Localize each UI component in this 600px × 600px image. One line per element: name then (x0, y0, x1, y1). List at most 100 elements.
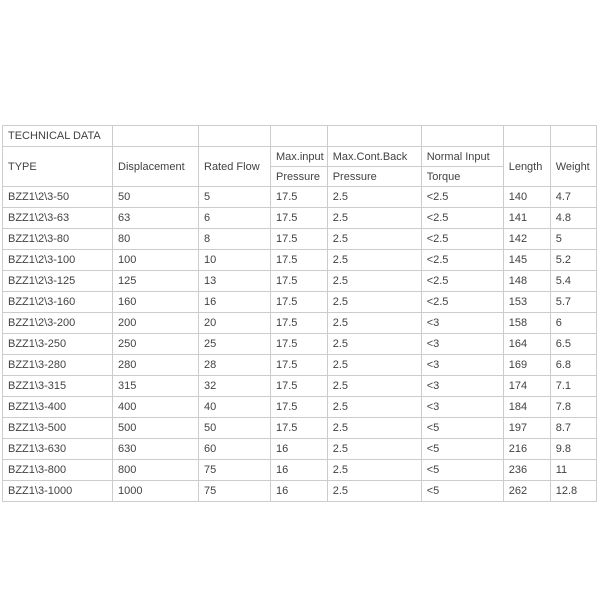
table-cell: BZZ1\2\3-50 (2, 186, 113, 208)
table-cell: BZZ1\2\3-125 (2, 270, 113, 292)
table-cell: 17.5 (270, 417, 328, 439)
table-cell: 25 (198, 333, 271, 355)
table-row: BZZ1\3-250 250 25 17.5 2.5 <3 164 6.5 (2, 333, 597, 355)
table-cell: <5 (420, 459, 504, 481)
table-cell: 6.8 (549, 354, 597, 376)
table-cell: 197 (502, 417, 551, 439)
table-cell: 169 (502, 354, 551, 376)
table-cell: 500 (112, 417, 199, 439)
table-cell: 17.5 (270, 375, 328, 397)
table-cell: 63 (112, 207, 199, 229)
table-cell: 2.5 (326, 249, 422, 271)
table-cell: 17.5 (270, 249, 328, 271)
table-cell: BZZ1\3-1000 (2, 480, 113, 502)
table-cell: 184 (502, 396, 551, 418)
table-cell: 142 (502, 228, 551, 250)
table-cell: 100 (112, 249, 199, 271)
table-cell: 174 (502, 375, 551, 397)
col-header-displacement: Displacement (112, 146, 199, 187)
table-cell: 2.5 (326, 480, 422, 502)
table-cell: 5 (198, 186, 271, 208)
table-cell: 216 (502, 438, 551, 460)
table-cell: 6 (198, 207, 271, 229)
table-cell: <3 (420, 354, 504, 376)
table-cell: 2.5 (326, 207, 422, 229)
table-cell: BZZ1\3-250 (2, 333, 113, 355)
table-row: BZZ1\3-630 630 60 16 2.5 <5 216 9.8 (2, 438, 597, 460)
table-cell: 164 (502, 333, 551, 355)
table-cell: 16 (198, 291, 271, 313)
table-cell: <2.5 (420, 270, 504, 292)
table-row: BZZ1\2\3-63 63 6 17.5 2.5 <2.5 141 4.8 (2, 207, 597, 229)
table-row: BZZ1\2\3-50 50 5 17.5 2.5 <2.5 140 4.7 (2, 186, 597, 208)
table-row: BZZ1\2\3-160 160 16 17.5 2.5 <2.5 153 5.7 (2, 291, 597, 313)
table-cell: 5.4 (549, 270, 597, 292)
table-cell: 17.5 (270, 354, 328, 376)
table-cell: 160 (112, 291, 199, 313)
empty-cell (502, 125, 551, 147)
table-cell: <3 (420, 375, 504, 397)
table-cell: 630 (112, 438, 199, 460)
table-cell: <2.5 (420, 186, 504, 208)
empty-cell (270, 125, 328, 147)
col-header-rated-flow: Rated Flow (198, 146, 271, 187)
table-cell: 2.5 (326, 291, 422, 313)
table-row: BZZ1\2\3-100 100 10 17.5 2.5 <2.5 145 5.2 (2, 249, 597, 271)
empty-cell (198, 125, 271, 147)
table-cell: 16 (270, 438, 328, 460)
table-cell: 250 (112, 333, 199, 355)
table-cell: 17.5 (270, 186, 328, 208)
table-cell: 12.8 (549, 480, 597, 502)
table-cell: 141 (502, 207, 551, 229)
table-cell: 2.5 (326, 186, 422, 208)
table-cell: BZZ1\3-630 (2, 438, 113, 460)
col-subheader-normal-input-torque: Torque (420, 166, 504, 187)
table-cell: 13 (198, 270, 271, 292)
table-cell: 148 (502, 270, 551, 292)
table-cell: 2.5 (326, 354, 422, 376)
table-cell: 4.7 (549, 186, 597, 208)
table-cell: 2.5 (326, 417, 422, 439)
table-cell: <2.5 (420, 249, 504, 271)
table-cell: 2.5 (326, 333, 422, 355)
empty-cell (326, 125, 422, 147)
table-cell: 400 (112, 396, 199, 418)
table-cell: 32 (198, 375, 271, 397)
header-row-top: TYPE Displacement Rated Flow Max.input M… (2, 146, 597, 187)
table-cell: 80 (112, 228, 199, 250)
table-cell: 6 (549, 312, 597, 334)
table-row: BZZ1\2\3-80 80 8 17.5 2.5 <2.5 142 5 (2, 228, 597, 250)
table-row: BZZ1\3-1000 1000 75 16 2.5 <5 262 12.8 (2, 480, 597, 502)
col-header-weight: Weight (549, 146, 597, 187)
table-cell: <2.5 (420, 291, 504, 313)
table-cell: <2.5 (420, 207, 504, 229)
technical-data-table: TECHNICAL DATA TYPE Displacement Rated F… (2, 125, 597, 502)
table-cell: BZZ1\3-400 (2, 396, 113, 418)
table-cell: 140 (502, 186, 551, 208)
table-cell: 7.1 (549, 375, 597, 397)
table-cell: 2.5 (326, 228, 422, 250)
table-cell: 17.5 (270, 333, 328, 355)
table-cell: 6.5 (549, 333, 597, 355)
table-cell: 2.5 (326, 396, 422, 418)
table-row: BZZ1\3-800 800 75 16 2.5 <5 236 11 (2, 459, 597, 481)
table-cell: 236 (502, 459, 551, 481)
table-cell: 125 (112, 270, 199, 292)
empty-cell (112, 125, 199, 147)
table-cell: 9.8 (549, 438, 597, 460)
table-row: BZZ1\2\3-125 125 13 17.5 2.5 <2.5 148 5.4 (2, 270, 597, 292)
table-cell: 50 (112, 186, 199, 208)
table-cell: 5.7 (549, 291, 597, 313)
table-cell: 7.8 (549, 396, 597, 418)
table-cell: BZZ1\2\3-100 (2, 249, 113, 271)
table-row: BZZ1\2\3-200 200 20 17.5 2.5 <3 158 6 (2, 312, 597, 334)
table-cell: 8 (198, 228, 271, 250)
table-cell: 17.5 (270, 312, 328, 334)
table-cell: 17.5 (270, 228, 328, 250)
table-cell: <5 (420, 417, 504, 439)
table-cell: BZZ1\2\3-80 (2, 228, 113, 250)
table-cell: BZZ1\3-800 (2, 459, 113, 481)
table-cell: BZZ1\2\3-200 (2, 312, 113, 334)
col-header-length: Length (502, 146, 551, 187)
table-cell: 280 (112, 354, 199, 376)
